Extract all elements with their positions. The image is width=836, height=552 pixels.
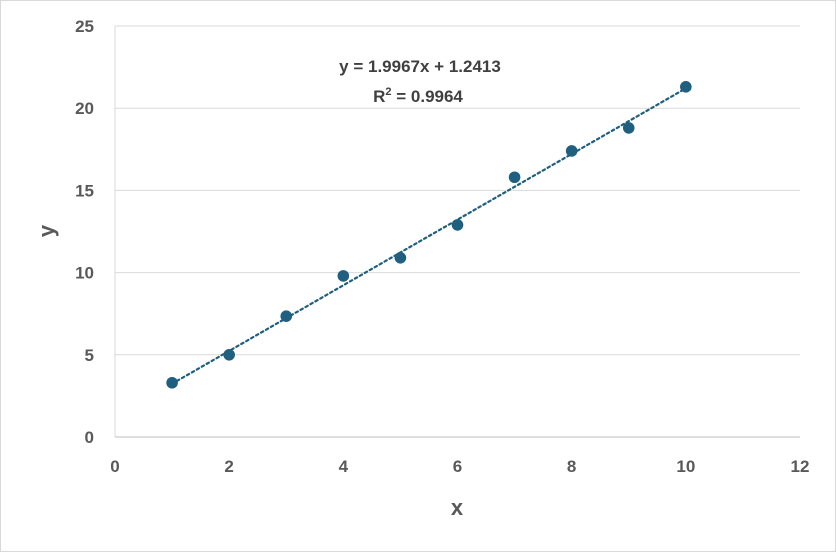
x-tick-label: 8: [567, 457, 576, 476]
r-squared-value: = 0.9964: [392, 87, 464, 106]
data-point: [166, 376, 178, 389]
data-point: [451, 219, 464, 231]
x-axis-title: x: [451, 495, 464, 520]
r-squared-superscript: 2: [385, 86, 391, 98]
data-point: [337, 270, 350, 282]
x-tick-label: 10: [676, 457, 695, 476]
y-tick-label: 5: [85, 346, 94, 365]
y-tick-label: 15: [75, 181, 94, 200]
y-tick-label: 0: [85, 428, 94, 447]
data-points: [166, 81, 692, 389]
x-tick-label: 0: [110, 457, 119, 476]
data-point: [280, 310, 293, 322]
data-point: [680, 81, 692, 93]
x-tick-label: 4: [339, 457, 349, 476]
x-tick-label: 2: [224, 457, 233, 476]
x-tick-label: 12: [791, 457, 810, 476]
data-point: [622, 122, 635, 134]
x-tick-labels: 0 2 4 6 8 10 12: [110, 457, 809, 476]
r-squared-label: R2 = 0.9964: [373, 86, 463, 106]
trendline: [170, 87, 687, 385]
y-tick-label: 20: [75, 99, 94, 118]
r-squared-r: R: [373, 87, 385, 106]
data-point: [394, 252, 407, 264]
y-axis-title: y: [34, 224, 59, 237]
x-tick-label: 6: [453, 457, 462, 476]
y-tick-labels: 0 5 10 15 20 25: [75, 17, 94, 447]
data-point: [508, 171, 521, 184]
trendline-group: [170, 87, 687, 385]
y-tick-label: 25: [75, 17, 94, 36]
y-tick-label: 10: [75, 264, 94, 283]
trendline-equation: y = 1.9967x + 1.2413: [339, 57, 501, 76]
data-point: [565, 145, 578, 157]
axes: [114, 26, 800, 438]
data-point: [223, 349, 235, 361]
